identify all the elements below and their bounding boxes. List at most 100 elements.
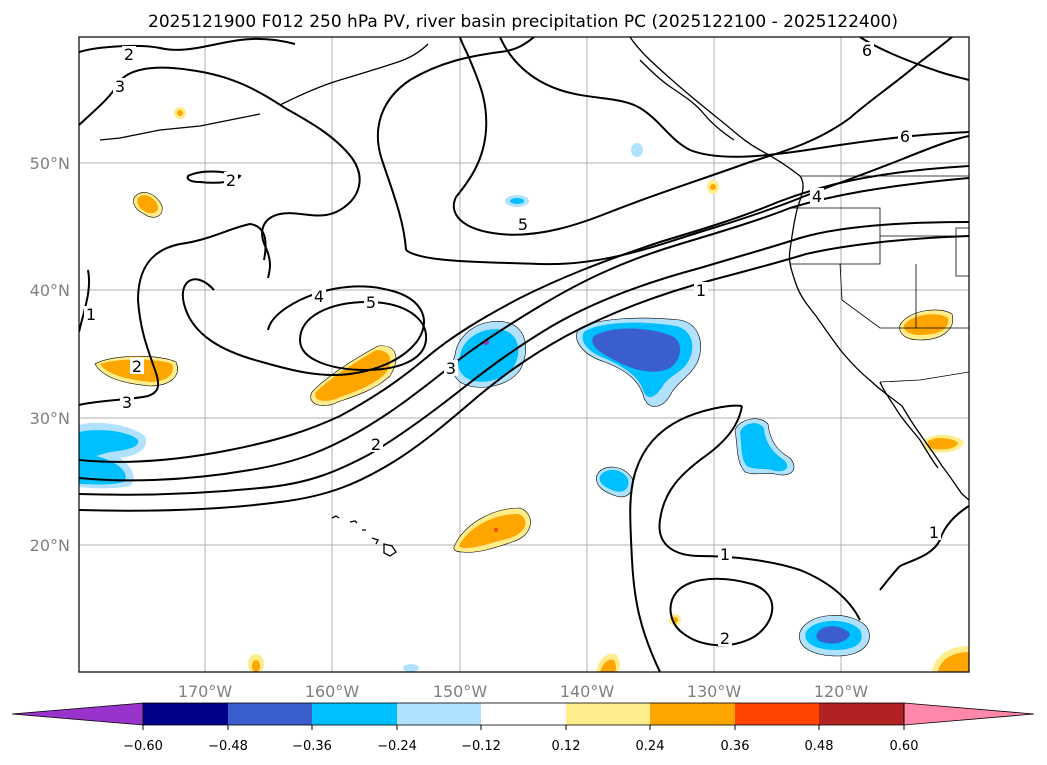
pos-blob-bottom-140w-core: [600, 659, 616, 672]
contour-label: 2: [226, 171, 236, 190]
pos-blob-34n-158w-core: [315, 350, 391, 401]
contour-label: 3: [446, 359, 456, 378]
lon-label: 120°W: [814, 682, 869, 701]
contour-label: 1: [929, 523, 939, 542]
map-frame: [78, 36, 970, 673]
contour-3-nw: [79, 66, 361, 279]
contour-4-main-b: [405, 135, 969, 266]
neg-blob-46n-146w-core: [510, 198, 524, 204]
pos-blob-21n-148w-peak: [494, 528, 498, 532]
contour-3-west: [79, 222, 267, 406]
coastline-north-america: [629, 37, 969, 501]
aleutians: [99, 113, 261, 141]
colorbar-bin: [735, 703, 819, 725]
lon-label: 150°W: [433, 682, 488, 701]
lon-label: 170°W: [178, 682, 233, 701]
neg-blob-51n-137w: [631, 143, 643, 157]
contour-label: 3: [115, 77, 125, 96]
lat-label: 40°N: [30, 281, 70, 300]
precip-outlines: [94, 192, 954, 657]
colorbar-tick-label: −0.12: [461, 739, 501, 754]
map-content: 2 3 2 2 3 1 4 5 3 2 5 4 6 6 1 1 1 2: [79, 37, 969, 672]
lon-label: 140°W: [560, 682, 615, 701]
coastlines: [99, 37, 969, 557]
colorbar-bin: [228, 703, 312, 725]
neg-blob-west-edge-core: [79, 430, 139, 485]
coastline-alaska: [279, 43, 429, 106]
neg-blob-east-inner: [592, 328, 681, 372]
contour-label: 3: [122, 393, 132, 412]
colorbar-tick-label: −0.24: [377, 739, 417, 754]
contour-2-main: [79, 177, 969, 482]
border-states-3: [839, 263, 969, 329]
contour-label: 2: [124, 45, 134, 64]
contour-label: 6: [900, 127, 910, 146]
colorbar-tick-label: 0.24: [636, 739, 665, 754]
colorbar-tick-label: 0.36: [721, 739, 750, 754]
figure-title: 2025121900 F012 250 hPa PV, river basin …: [148, 12, 898, 32]
contour-1-south: [658, 405, 861, 621]
pos-blob-47n-173w-core: [137, 195, 159, 214]
contour-label: 1: [720, 545, 730, 564]
pos-blob-bottom-right-core: [938, 652, 969, 672]
lat-label: 30°N: [30, 409, 70, 428]
border-box-right: [955, 227, 969, 277]
contour-label: 2: [720, 629, 730, 648]
colorbar-bin: [481, 703, 566, 725]
longitude-labels: 170°W 160°W 150°W 140°W 130°W 120°W: [178, 682, 869, 701]
neg-blob-25n-143w-core: [599, 469, 629, 492]
contour-label: 2: [132, 357, 142, 376]
coastline-se-alaska: [639, 59, 735, 141]
neg-blob-14n-121w-inner: [816, 626, 850, 644]
colorbar-bin: [397, 703, 481, 725]
border-us-mexico: [879, 371, 969, 383]
neg-blob-28n-126w-core: [740, 423, 788, 472]
colorbar-bin: [650, 703, 735, 725]
contour-5-main: [455, 37, 488, 198]
colorbar-bin: [143, 703, 228, 725]
lat-label: 50°N: [30, 154, 70, 173]
lon-label: 130°W: [687, 682, 742, 701]
contour-5-loop: [298, 300, 428, 372]
contour-2b-main: [79, 235, 969, 512]
colorbar-bin: [819, 703, 904, 725]
contour-2-nw: [79, 37, 296, 53]
contour-1-se-b: [879, 565, 901, 591]
contour-3-main: [79, 165, 969, 463]
colorbar-tick-label: −0.36: [292, 739, 332, 754]
colorbar-extend-high: [903, 702, 1035, 726]
coastline-baja: [879, 381, 939, 469]
colorbar-bin: [566, 703, 650, 725]
contour-6-ne: [859, 37, 969, 81]
contour-label: 1: [696, 281, 706, 300]
pos-blob-21n-148w-core: [459, 514, 526, 548]
colorbar-tick-label: −0.60: [123, 739, 163, 754]
pos-blob-bottom-166w-core: [252, 660, 260, 672]
contour-label: 5: [518, 215, 528, 234]
contour-4-main: [376, 37, 535, 251]
neg-blob-bottom: [403, 664, 419, 672]
colorbar-bin: [312, 703, 397, 725]
contour-label: 6: [862, 41, 872, 60]
colorbar: −0.60 −0.48 −0.36 −0.24 −0.12 0.12 0.24 …: [11, 702, 1035, 754]
neg-blob-central-core: [458, 329, 519, 382]
latitude-labels: 50°N 40°N 30°N 20°N: [30, 154, 70, 555]
pv-contours: [79, 37, 969, 672]
lon-label: 160°W: [305, 682, 360, 701]
colorbar-frame: [142, 702, 905, 726]
contour-1-main: [79, 221, 969, 496]
pos-blob-37n-117w-core: [903, 314, 949, 335]
colorbar-tick-label: 0.60: [890, 739, 919, 754]
pos-blob-28n-118w-core: [927, 438, 958, 450]
contour-2-south: [669, 577, 774, 647]
contour-label: 4: [314, 287, 324, 306]
contour-5-main-b: [452, 37, 953, 236]
pos-blob-48n-130w-core: [710, 184, 716, 190]
pos-blob-55n-171w-core: [177, 110, 183, 116]
contour-label: 5: [366, 293, 376, 312]
colorbar-tick-label: −0.48: [208, 739, 248, 754]
hawaii-islands: [331, 515, 397, 557]
contour-label: 2: [371, 435, 381, 454]
contour-label: 4: [812, 187, 822, 206]
